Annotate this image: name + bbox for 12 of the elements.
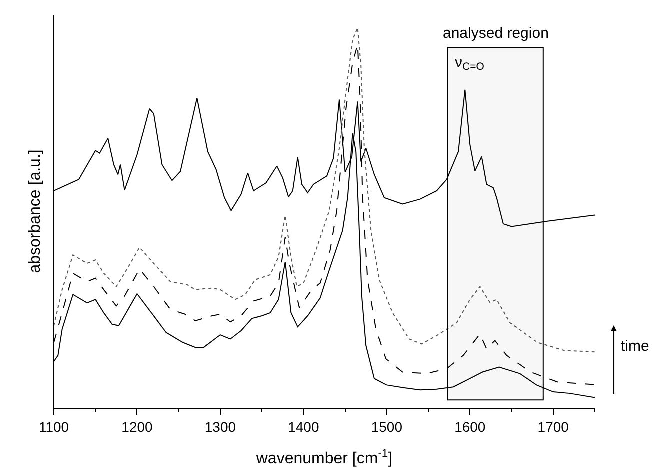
x-tick-label: 1400 bbox=[288, 418, 320, 435]
x-axis-title: wavenumber [cm$^{-1}$] bbox=[255, 448, 393, 468]
x-tick-label: 1300 bbox=[204, 418, 236, 435]
annotation: ν$_{C=O}$ bbox=[455, 54, 484, 74]
x-tick-label: 1600 bbox=[454, 418, 486, 435]
x-tick-label: 1500 bbox=[371, 418, 403, 435]
x-tick-label: 1100 bbox=[38, 418, 70, 435]
x-tick-label: 1700 bbox=[538, 418, 570, 435]
text: time bbox=[621, 338, 650, 355]
band-label: analysed region bbox=[443, 25, 549, 42]
x-tick-label: 1200 bbox=[122, 418, 154, 435]
y-axis-title: absorbance [a.u.] bbox=[26, 150, 44, 274]
